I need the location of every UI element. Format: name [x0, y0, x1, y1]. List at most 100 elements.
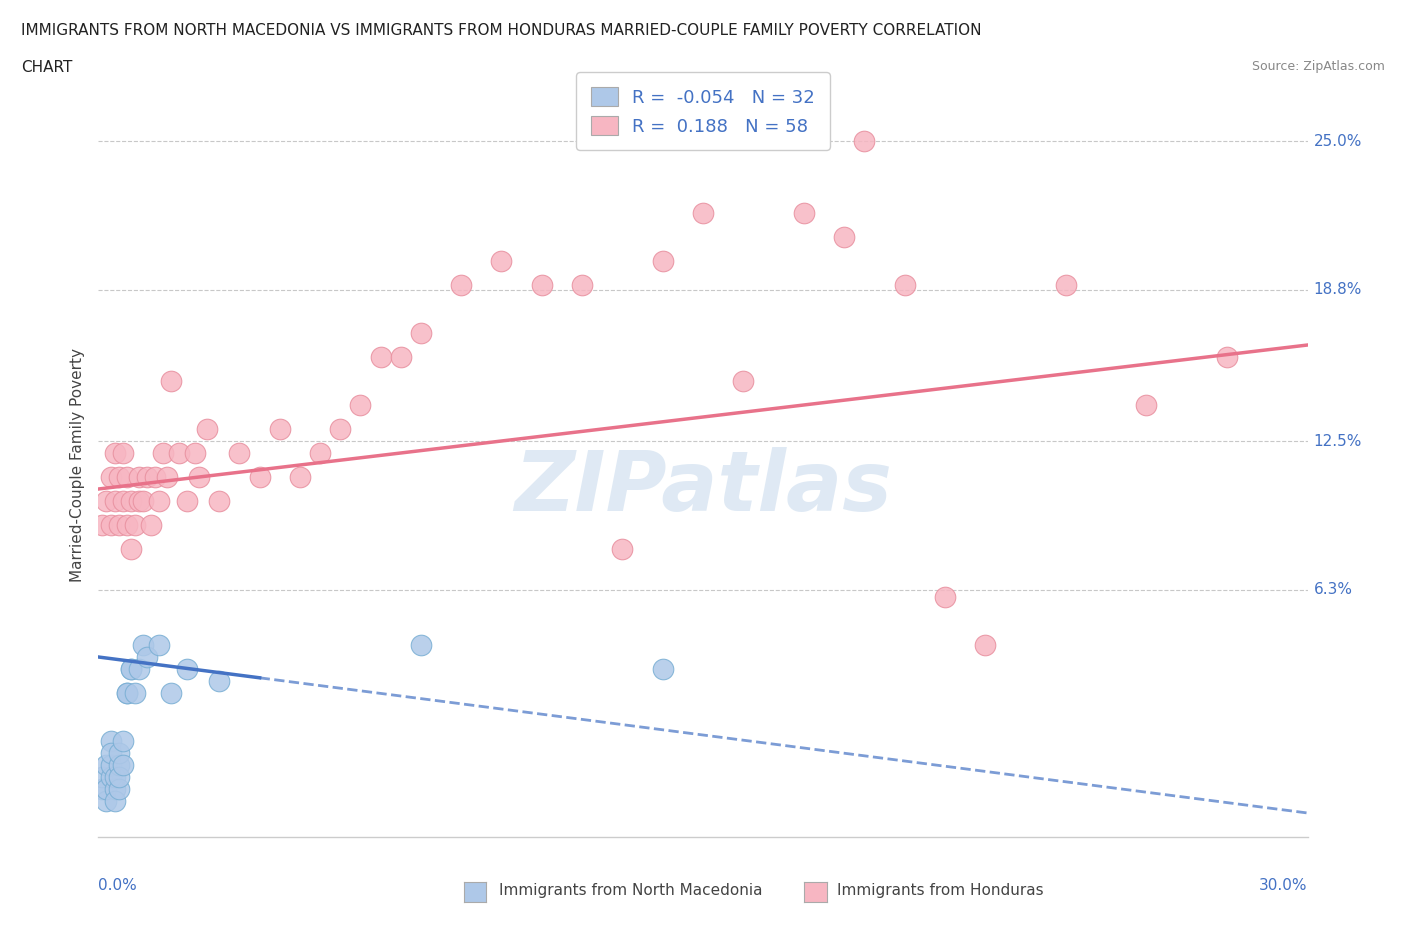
Immigrants from North Macedonia: [651, 661, 673, 676]
Immigrants from Honduras: [107, 470, 129, 485]
Immigrants from Honduras: [128, 470, 150, 485]
Immigrants from Honduras: [1135, 397, 1157, 412]
Immigrants from North Macedonia: [132, 638, 155, 653]
Immigrants from Honduras: [1216, 350, 1239, 365]
Immigrants from Honduras: [571, 277, 593, 292]
Immigrants from Honduras: [853, 134, 876, 149]
Immigrants from Honduras: [974, 638, 997, 653]
Immigrants from Honduras: [288, 470, 311, 485]
Immigrants from Honduras: [692, 206, 714, 220]
Immigrants from North Macedonia: [103, 769, 125, 784]
Immigrants from Honduras: [893, 277, 915, 292]
Immigrants from North Macedonia: [107, 746, 129, 761]
Text: 6.3%: 6.3%: [1313, 582, 1353, 597]
Immigrants from Honduras: [143, 470, 166, 485]
Immigrants from Honduras: [793, 206, 815, 220]
Text: Immigrants from North Macedonia: Immigrants from North Macedonia: [499, 884, 762, 898]
Immigrants from North Macedonia: [100, 769, 122, 784]
Immigrants from Honduras: [349, 397, 371, 412]
Immigrants from Honduras: [100, 518, 122, 533]
Immigrants from Honduras: [100, 470, 122, 485]
Immigrants from Honduras: [1054, 277, 1077, 292]
Immigrants from Honduras: [491, 254, 513, 269]
Immigrants from Honduras: [409, 326, 432, 340]
Immigrants from North Macedonia: [103, 781, 125, 796]
Immigrants from Honduras: [120, 541, 142, 556]
Immigrants from Honduras: [103, 445, 125, 460]
Immigrants from Honduras: [160, 374, 183, 389]
Immigrants from Honduras: [195, 421, 218, 436]
Immigrants from Honduras: [269, 421, 291, 436]
Immigrants from Honduras: [139, 518, 162, 533]
Text: 25.0%: 25.0%: [1313, 134, 1362, 149]
Legend: R =  -0.054   N = 32, R =  0.188   N = 58: R = -0.054 N = 32, R = 0.188 N = 58: [576, 73, 830, 150]
Immigrants from Honduras: [530, 277, 553, 292]
Immigrants from North Macedonia: [100, 734, 122, 749]
Text: ZIPatlas: ZIPatlas: [515, 446, 891, 528]
Immigrants from North Macedonia: [176, 661, 198, 676]
Immigrants from North Macedonia: [124, 685, 146, 700]
Immigrants from Honduras: [135, 470, 157, 485]
Immigrants from Honduras: [832, 230, 855, 245]
Immigrants from North Macedonia: [208, 673, 231, 688]
Immigrants from North Macedonia: [409, 638, 432, 653]
Text: Source: ZipAtlas.com: Source: ZipAtlas.com: [1251, 60, 1385, 73]
Immigrants from Honduras: [124, 518, 146, 533]
Immigrants from Honduras: [128, 494, 150, 509]
Immigrants from Honduras: [96, 494, 118, 509]
Text: CHART: CHART: [21, 60, 73, 75]
Immigrants from Honduras: [115, 470, 138, 485]
Immigrants from North Macedonia: [96, 758, 118, 773]
Immigrants from Honduras: [111, 494, 134, 509]
Immigrants from Honduras: [167, 445, 190, 460]
Immigrants from Honduras: [184, 445, 207, 460]
Immigrants from Honduras: [450, 277, 472, 292]
Immigrants from North Macedonia: [107, 769, 129, 784]
Immigrants from North Macedonia: [115, 685, 138, 700]
Immigrants from Honduras: [612, 541, 634, 556]
Immigrants from Honduras: [228, 445, 250, 460]
Immigrants from North Macedonia: [120, 661, 142, 676]
Immigrants from North Macedonia: [107, 781, 129, 796]
Immigrants from North Macedonia: [111, 734, 134, 749]
Text: Immigrants from Honduras: Immigrants from Honduras: [837, 884, 1043, 898]
Immigrants from Honduras: [329, 421, 352, 436]
Immigrants from Honduras: [249, 470, 271, 485]
Immigrants from Honduras: [156, 470, 179, 485]
Immigrants from North Macedonia: [111, 758, 134, 773]
Immigrants from Honduras: [103, 494, 125, 509]
Text: 30.0%: 30.0%: [1260, 878, 1308, 893]
Immigrants from North Macedonia: [160, 685, 183, 700]
Immigrants from Honduras: [733, 374, 755, 389]
Immigrants from North Macedonia: [135, 649, 157, 664]
Immigrants from Honduras: [651, 254, 673, 269]
Immigrants from Honduras: [107, 518, 129, 533]
Immigrants from Honduras: [120, 494, 142, 509]
Immigrants from Honduras: [132, 494, 155, 509]
Immigrants from Honduras: [176, 494, 198, 509]
Immigrants from Honduras: [208, 494, 231, 509]
Immigrants from Honduras: [188, 470, 211, 485]
Immigrants from North Macedonia: [96, 781, 118, 796]
Immigrants from North Macedonia: [100, 746, 122, 761]
Text: IMMIGRANTS FROM NORTH MACEDONIA VS IMMIGRANTS FROM HONDURAS MARRIED-COUPLE FAMIL: IMMIGRANTS FROM NORTH MACEDONIA VS IMMIG…: [21, 23, 981, 38]
Immigrants from North Macedonia: [148, 638, 170, 653]
Immigrants from Honduras: [152, 445, 174, 460]
Immigrants from Honduras: [370, 350, 392, 365]
Immigrants from North Macedonia: [91, 769, 114, 784]
Text: 12.5%: 12.5%: [1313, 433, 1362, 448]
Immigrants from North Macedonia: [115, 685, 138, 700]
Immigrants from Honduras: [309, 445, 332, 460]
Text: 0.0%: 0.0%: [98, 878, 138, 893]
Immigrants from Honduras: [111, 445, 134, 460]
Immigrants from North Macedonia: [100, 758, 122, 773]
Immigrants from Honduras: [91, 518, 114, 533]
Immigrants from North Macedonia: [91, 781, 114, 796]
Immigrants from North Macedonia: [103, 793, 125, 808]
Immigrants from North Macedonia: [128, 661, 150, 676]
Immigrants from Honduras: [115, 518, 138, 533]
Immigrants from Honduras: [389, 350, 412, 365]
Immigrants from North Macedonia: [120, 661, 142, 676]
Immigrants from Honduras: [148, 494, 170, 509]
Y-axis label: Married-Couple Family Poverty: Married-Couple Family Poverty: [69, 348, 84, 582]
